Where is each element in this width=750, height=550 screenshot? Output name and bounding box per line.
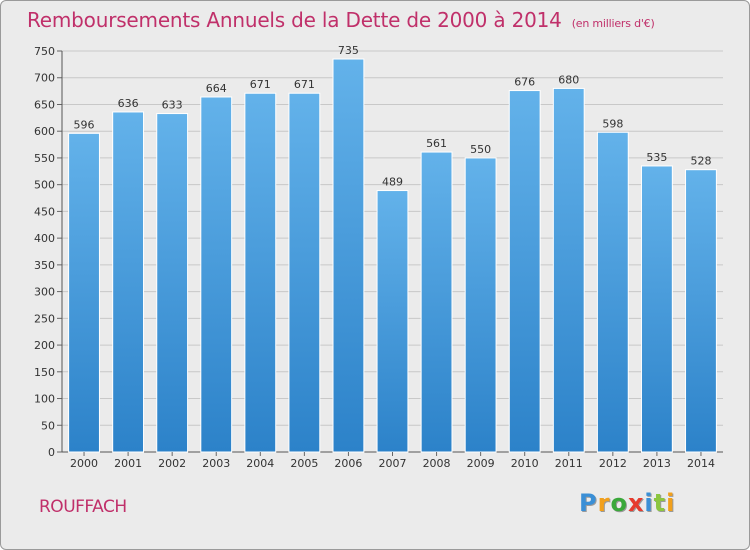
y-tick-label: 100 xyxy=(34,393,55,406)
bar xyxy=(508,90,541,453)
y-tick-label: 750 xyxy=(34,45,55,58)
data-label: 598 xyxy=(602,117,623,130)
x-tick-label: 2012 xyxy=(599,457,627,470)
bar xyxy=(464,157,497,453)
bar xyxy=(685,169,717,453)
x-tick-label: 2000 xyxy=(70,457,98,470)
logo-letter: o xyxy=(610,489,628,517)
data-label: 671 xyxy=(250,78,271,91)
data-label: 735 xyxy=(338,44,359,57)
data-label: 676 xyxy=(514,76,535,89)
bar xyxy=(332,58,365,453)
bar xyxy=(288,92,321,453)
y-tick-label: 300 xyxy=(34,286,55,299)
x-tick-label: 2010 xyxy=(511,457,539,470)
x-tick-label: 2002 xyxy=(158,457,186,470)
data-label: 528 xyxy=(690,155,711,168)
y-tick-label: 150 xyxy=(34,366,55,379)
data-label: 489 xyxy=(382,176,403,189)
y-tick-label: 0 xyxy=(48,446,55,459)
y-tick-label: 550 xyxy=(34,152,55,165)
x-tick-label: 2001 xyxy=(114,457,142,470)
y-tick-label: 500 xyxy=(34,179,55,192)
bar xyxy=(640,165,673,453)
x-tick-label: 2014 xyxy=(687,457,715,470)
data-label: 671 xyxy=(294,78,315,91)
x-tick-label: 2009 xyxy=(467,457,495,470)
chart-title: Remboursements Annuels de la Dette de 20… xyxy=(27,8,655,32)
location-label: ROUFFACH xyxy=(39,497,127,517)
bar xyxy=(68,132,100,453)
y-tick-label: 200 xyxy=(34,339,55,352)
data-label: 633 xyxy=(162,99,183,112)
x-tick-label: 2004 xyxy=(246,457,274,470)
y-tick-label: 650 xyxy=(34,98,55,111)
y-tick-label: 450 xyxy=(34,205,55,218)
bar xyxy=(156,113,189,453)
x-tick-label: 2008 xyxy=(423,457,451,470)
y-tick-label: 50 xyxy=(41,419,55,432)
bar xyxy=(200,96,233,453)
bar xyxy=(596,131,629,453)
data-label: 680 xyxy=(558,73,579,86)
bar xyxy=(244,92,277,453)
logo-letter: t xyxy=(653,489,667,517)
bar xyxy=(112,111,145,453)
logo-letter: P xyxy=(579,489,598,517)
logo-letter: r xyxy=(597,489,611,517)
proxiti-logo: Proxiti xyxy=(579,489,675,517)
y-tick-label: 350 xyxy=(34,259,55,272)
logo-letter: i xyxy=(644,489,654,517)
y-tick-label: 600 xyxy=(34,125,55,138)
y-tick-label: 400 xyxy=(34,232,55,245)
chart-unit-note: (en milliers d'€) xyxy=(571,17,655,30)
y-tick-label: 700 xyxy=(34,72,55,85)
x-tick-label: 2013 xyxy=(643,457,671,470)
x-tick-label: 2007 xyxy=(379,457,407,470)
bar xyxy=(420,151,453,453)
x-tick-label: 2005 xyxy=(290,457,318,470)
data-label: 550 xyxy=(470,143,491,156)
bar xyxy=(552,87,585,453)
data-label: 636 xyxy=(118,97,139,110)
x-tick-label: 2006 xyxy=(334,457,362,470)
x-tick-label: 2003 xyxy=(202,457,230,470)
data-label: 664 xyxy=(206,82,227,95)
logo-letter: i xyxy=(666,489,676,517)
chart-title-text: Remboursements Annuels de la Dette de 20… xyxy=(27,8,562,32)
data-label: 535 xyxy=(646,151,667,164)
data-label: 561 xyxy=(426,137,447,150)
y-tick-label: 250 xyxy=(34,312,55,325)
x-tick-label: 2011 xyxy=(555,457,583,470)
data-label: 596 xyxy=(74,118,95,131)
logo-letter: x xyxy=(627,489,645,517)
bar xyxy=(376,190,409,453)
